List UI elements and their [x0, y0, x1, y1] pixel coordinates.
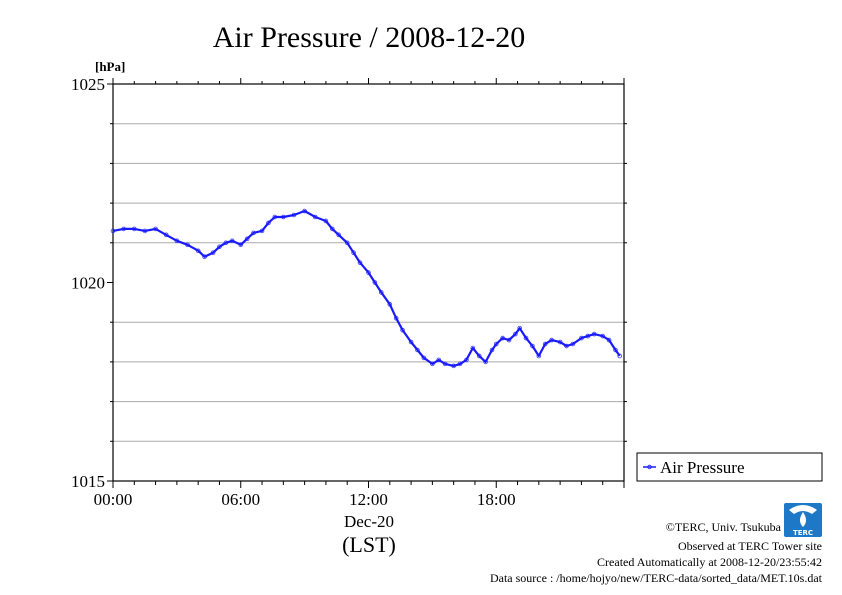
data-point [163, 232, 169, 238]
data-point [393, 315, 399, 321]
data-point [344, 240, 350, 246]
credit-copyright: ©TERC, Univ. Tsukuba [666, 520, 782, 534]
series-line-0 [112, 209, 621, 367]
data-point [372, 280, 378, 285]
credit-source: Data source : /home/hojyo/new/TERC-data/… [490, 571, 823, 585]
data-point [387, 302, 393, 307]
data-point [408, 339, 414, 345]
data-point [464, 357, 469, 363]
data-point [506, 337, 512, 343]
data-point [585, 333, 591, 339]
data-point [195, 248, 201, 254]
data-point [378, 290, 384, 295]
data-point [430, 361, 435, 367]
data-point [110, 228, 116, 234]
data-point [549, 337, 554, 343]
data-point [557, 339, 563, 345]
data-point [517, 325, 522, 331]
legend: Air Pressure [636, 452, 823, 482]
logo-drop-icon [800, 512, 806, 527]
data-point [442, 361, 448, 367]
data-point [351, 250, 356, 256]
data-point [291, 212, 297, 218]
x-tick-label: 18:00 [477, 490, 516, 509]
legend-box [636, 452, 823, 482]
data-point [185, 242, 190, 248]
data-point [542, 341, 548, 347]
credit-observed: Observed at TERC Tower site [678, 539, 822, 553]
y-tick-label: 1020 [71, 274, 105, 293]
data-point [251, 230, 256, 236]
data-point [357, 260, 363, 265]
data-point [457, 361, 463, 367]
data-point [421, 355, 427, 361]
data-point [223, 240, 229, 246]
chart-title: Air Pressure / 2008-12-20 [213, 21, 525, 54]
logo-wave-icon [789, 505, 817, 514]
data-point [500, 335, 505, 341]
data-point [600, 333, 606, 339]
data-point [436, 357, 442, 363]
gridlines [113, 123, 624, 442]
data-point [244, 236, 250, 242]
terc-logo: TERC [784, 503, 822, 537]
data-point [513, 331, 518, 337]
data-point [523, 335, 529, 341]
y-axis-unit-label: [hPa] [95, 59, 125, 74]
x-axis-label: (LST) [342, 532, 396, 557]
data-point [281, 214, 286, 220]
data-point [121, 226, 126, 232]
data-point [536, 353, 542, 359]
plot-frame [112, 83, 625, 482]
data-point [489, 347, 495, 353]
data-point [142, 228, 148, 234]
x-tick-label: 06:00 [221, 490, 260, 509]
data-point [617, 353, 623, 359]
data-point [400, 327, 405, 333]
data-point [570, 341, 576, 347]
axis-tick-labels: 1015 1020 1025 00:00 06:00 12:00 18:00 [71, 75, 516, 509]
data-point [366, 270, 371, 275]
data-point [493, 341, 499, 347]
data-point [202, 254, 207, 259]
data-point [131, 226, 137, 232]
data-point [564, 343, 569, 349]
logo-text: TERC [793, 529, 813, 537]
x-tick-label: 00:00 [94, 490, 133, 509]
data-point [312, 214, 318, 220]
data-point [330, 226, 335, 232]
y-tick-label: 1025 [71, 75, 105, 94]
data-point [336, 232, 341, 238]
data-point [174, 238, 180, 244]
data-point [238, 242, 244, 248]
credit-created: Created Automatically at 2008-12-20/23:5… [597, 555, 822, 569]
data-point [591, 331, 597, 337]
data-point [229, 238, 235, 244]
data-point [153, 226, 158, 232]
date-label: Dec-20 [344, 512, 394, 531]
data-point [483, 359, 488, 365]
series-layer [110, 208, 623, 369]
data-point [259, 228, 265, 234]
legend-label: Air Pressure [660, 458, 745, 477]
data-point [530, 343, 535, 349]
data-point [266, 220, 271, 226]
axis-ticks [107, 78, 627, 488]
data-point [470, 345, 476, 351]
data-point [272, 214, 278, 220]
data-point [451, 363, 456, 369]
data-point [302, 208, 307, 214]
data-point [613, 347, 618, 353]
x-tick-label: 12:00 [349, 490, 388, 509]
data-point [217, 244, 222, 250]
data-point [323, 218, 329, 224]
data-point [606, 337, 612, 343]
data-point [476, 353, 482, 359]
data-point [579, 335, 584, 341]
y-tick-label: 1015 [71, 472, 105, 491]
legend-swatch-marker [647, 464, 652, 470]
data-point [210, 250, 216, 256]
data-point [415, 347, 420, 353]
